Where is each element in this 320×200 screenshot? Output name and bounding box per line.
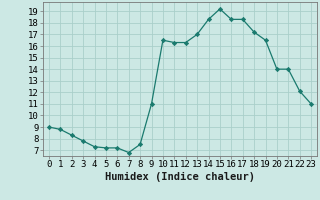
X-axis label: Humidex (Indice chaleur): Humidex (Indice chaleur)	[105, 172, 255, 182]
